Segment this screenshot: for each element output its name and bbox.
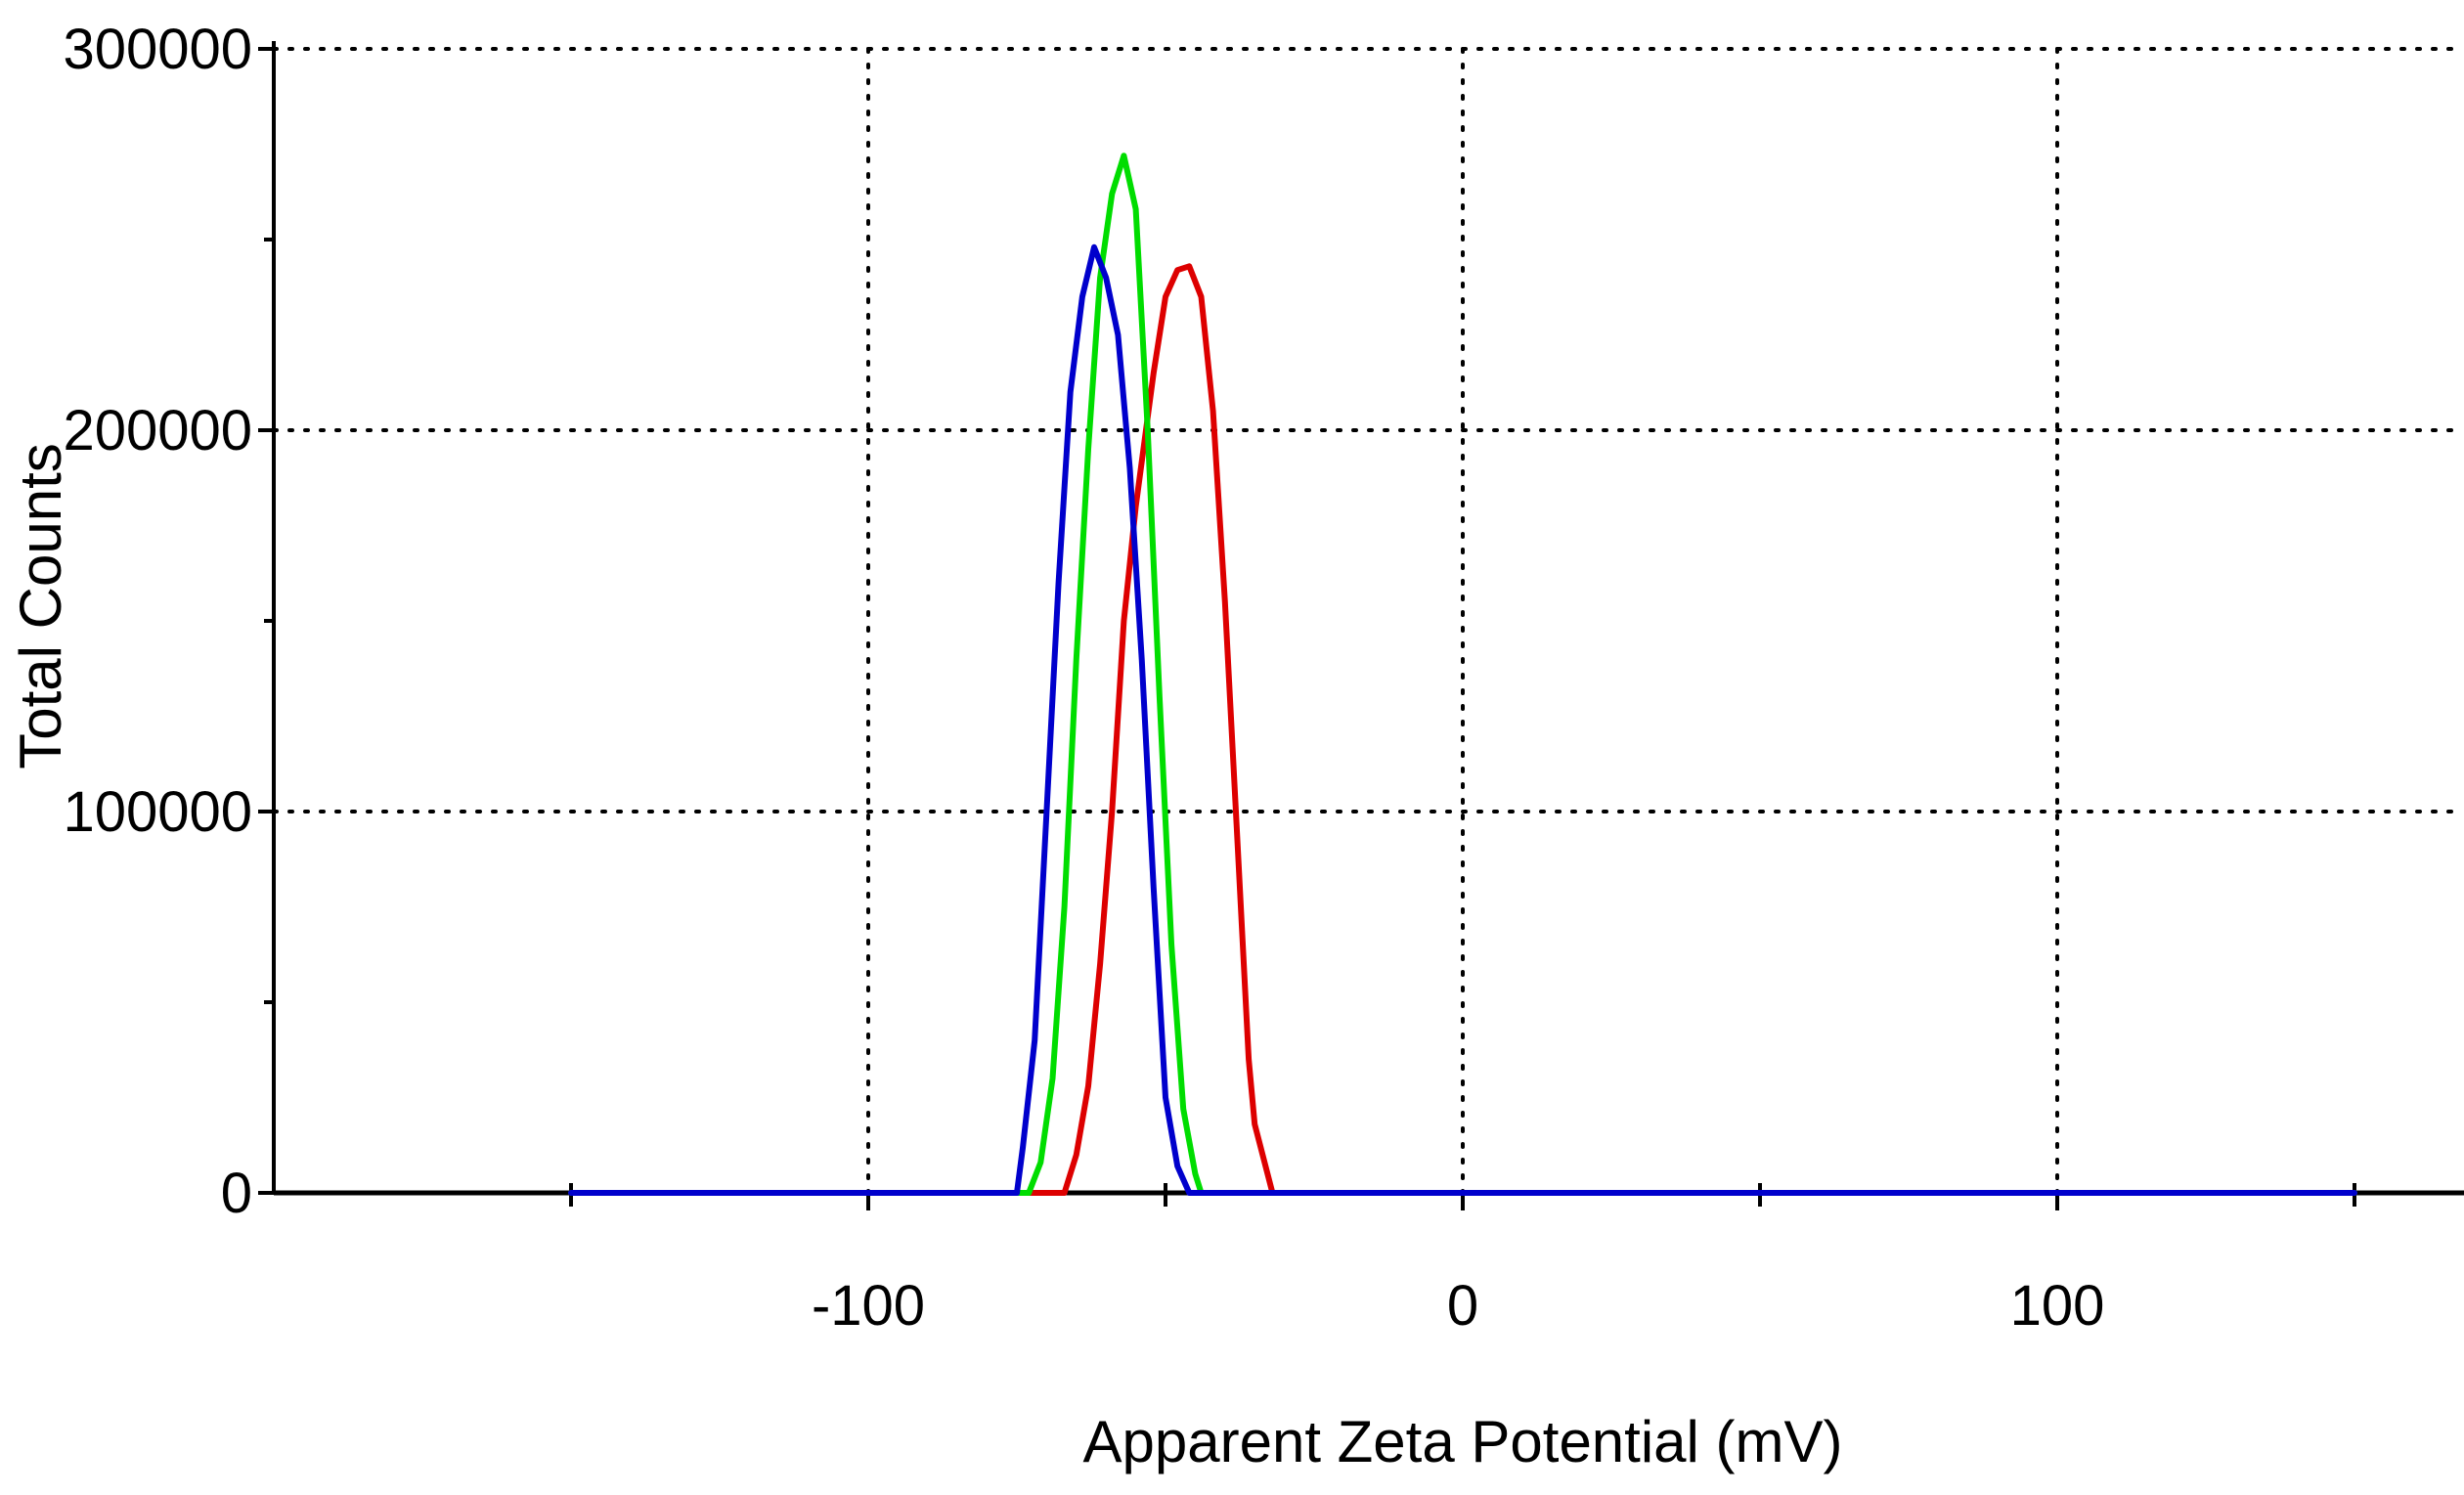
x-tick-label: 0 (1447, 1274, 1478, 1338)
y-tick-label: 100000 (63, 780, 252, 844)
series-line (568, 263, 2357, 1196)
tick-layer: 0 100000 200000 300000 -100 0 100 (63, 18, 2356, 1338)
y-tick-label: 0 (221, 1162, 252, 1225)
y-axis-title: Total Counts (8, 443, 73, 769)
y-tick-label: 300000 (63, 18, 252, 81)
series-line (568, 243, 2357, 1196)
series-line (568, 153, 2357, 1196)
x-tick-label: 100 (2010, 1274, 2105, 1338)
series-layer (568, 153, 2357, 1196)
x-tick-label: -100 (812, 1274, 925, 1338)
grid-layer (272, 47, 2464, 1195)
axis-layer (272, 41, 2464, 1196)
y-tick-label: 200000 (63, 399, 252, 462)
x-axis-title: Apparent Zeta Potential (mV) (1082, 1409, 1842, 1474)
